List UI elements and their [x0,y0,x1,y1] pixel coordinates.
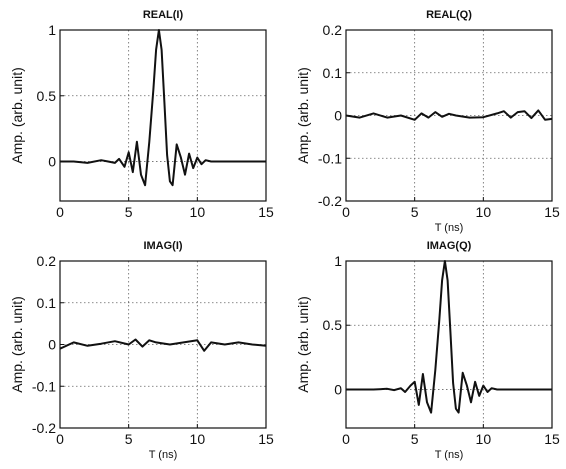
y-axis-label: Amp. (arb. unit) [9,67,25,163]
x-axis-label: T (ns) [149,449,178,461]
x-tick-label: 5 [411,431,419,447]
subplot-title: IMAG(Q) [427,240,472,252]
y-tick-label: 0 [334,108,342,124]
y-tick-label: 0 [48,154,56,170]
plot-frame [59,260,267,429]
subplot-4: IMAG(Q) 0 5 10 15 0 0.5 1 T (ns) Amp. (arb. unit) [295,240,560,461]
plot-frame [59,29,267,202]
x-tick-label: 15 [544,204,560,220]
y-tick-label: 0.2 [323,22,343,38]
y-tick-label: 0 [48,337,56,353]
x-tick-label: 15 [544,431,560,447]
subplot-1: REAL(I) 0 5 10 15 0 0.5 1 Amp. (arb. unit) [9,9,274,220]
x-axis-label: T (ns) [435,222,464,234]
y-axis-label: Amp. (arb. unit) [295,296,311,392]
plot-frame [345,29,553,202]
x-tick-label: 10 [476,204,492,220]
subplot-title: IMAG(I) [143,240,182,252]
y-tick-label: -0.1 [32,378,56,394]
y-axis-label: Amp. (arb. unit) [295,67,311,163]
series-line [59,338,267,352]
subplot-title: REAL(I) [143,9,184,21]
x-tick-label: 15 [258,431,274,447]
x-axis-label: T (ns) [435,449,464,461]
y-tick-label: 0.2 [37,253,57,269]
y-tick-label: 1 [48,22,56,38]
x-tick-label: 5 [125,431,133,447]
series-line [345,109,553,121]
x-tick-label: 0 [342,431,350,447]
y-tick-label: 1 [334,253,342,269]
x-tick-label: 5 [125,204,133,220]
x-tick-label: 5 [411,204,419,220]
y-axis-label: Amp. (arb. unit) [9,296,25,392]
y-tick-label: 0.5 [37,88,57,104]
x-tick-label: 0 [56,204,64,220]
x-tick-label: 10 [190,431,206,447]
y-tick-label: -0.2 [318,193,342,209]
y-tick-label: 0.1 [37,295,57,311]
series-line [346,260,552,414]
x-tick-label: 10 [476,431,492,447]
subplot-2: REAL(Q) 0 5 10 15 0.2 0.1 0 -0.1 -0.2 T (ns) Amp. (… [295,9,560,234]
x-tick-label: 0 [342,204,350,220]
y-tick-label: 0 [334,381,342,397]
y-tick-label: -0.1 [318,150,342,166]
series-line [60,29,266,187]
y-tick-label: 0.5 [323,317,343,333]
plot-frame [345,260,553,429]
subplot-title: REAL(Q) [426,9,472,21]
x-tick-label: 10 [190,204,206,220]
y-tick-label: -0.2 [32,420,56,436]
x-tick-label: 15 [258,204,274,220]
subplot-3: IMAG(I) 0 5 10 15 0.2 0.1 0 -0.1 -0.2 T (ns) Amp. (… [9,240,274,461]
y-tick-label: 0.1 [323,65,343,81]
x-tick-label: 0 [56,431,64,447]
